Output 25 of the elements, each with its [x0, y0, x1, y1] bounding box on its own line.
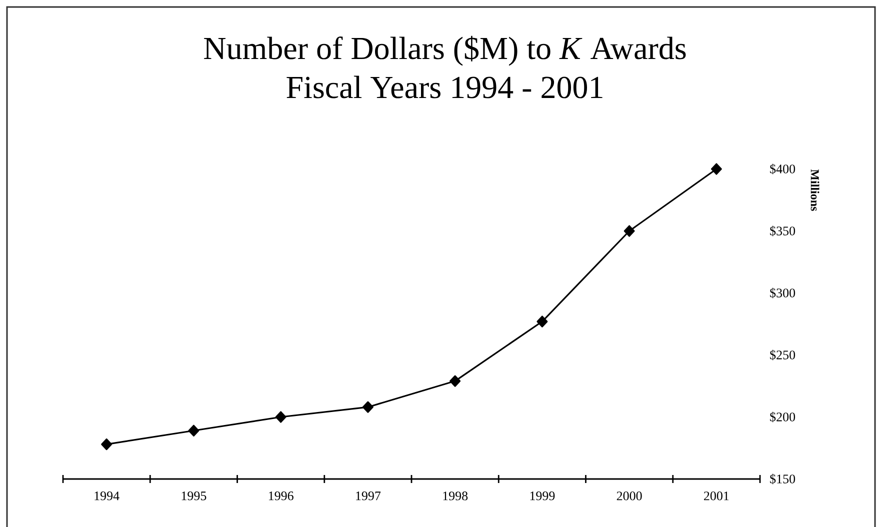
x-tick-label: 1995 — [182, 492, 206, 500]
x-tick-label: 1997 — [356, 492, 381, 500]
y-tick-label: $150 — [770, 474, 796, 484]
y-tick-label: $350 — [770, 226, 796, 236]
x-tick-label: 1998 — [443, 492, 468, 500]
point — [362, 401, 374, 413]
x-tick-label: 1994 — [94, 492, 120, 500]
x-tick-label: 1996 — [268, 492, 294, 500]
point — [710, 163, 722, 175]
x-tick-label: 2000 — [616, 492, 642, 500]
y-tick-label: $200 — [770, 412, 796, 422]
point — [536, 316, 548, 328]
point — [624, 225, 635, 237]
point — [450, 375, 461, 387]
y-tick-label: $300 — [770, 288, 796, 298]
point — [188, 424, 200, 436]
x-tick-label: 2001 — [704, 492, 729, 500]
y-tick-label: $250 — [770, 350, 796, 360]
chart-subtitle: Fiscal Years 1994 - 2001 — [286, 76, 602, 98]
chart-title: Number of Dollars ($M) to K Awards — [204, 36, 686, 66]
y-tick-label: $400 — [770, 164, 796, 174]
y-axis-title: Millions — [810, 169, 820, 211]
point — [275, 411, 286, 423]
x-tick-label: 1999 — [530, 492, 555, 500]
point — [101, 438, 112, 450]
